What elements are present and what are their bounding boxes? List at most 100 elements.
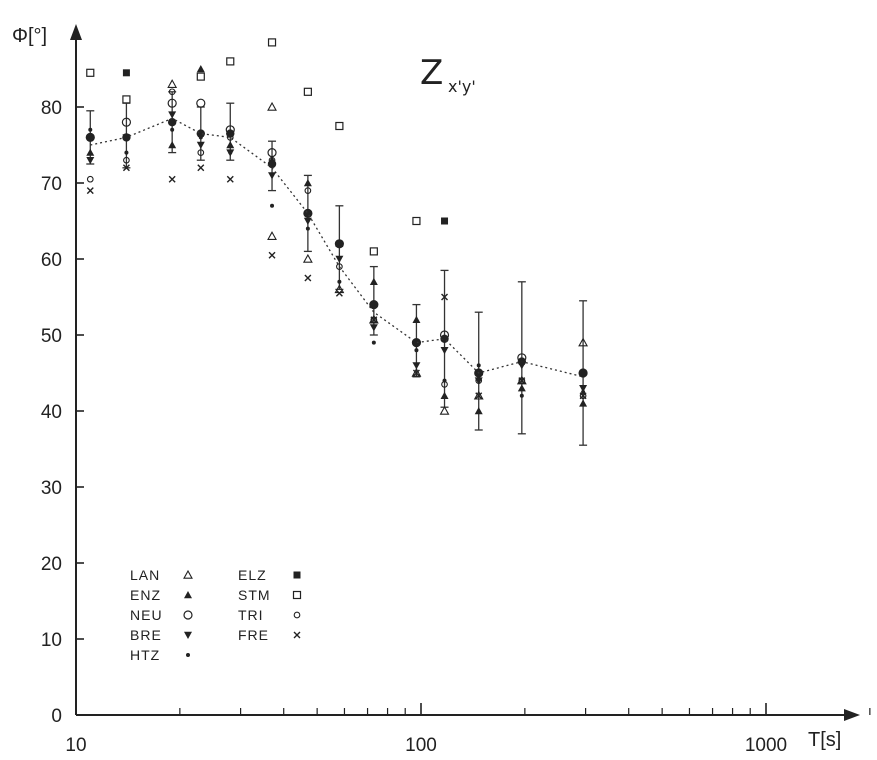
- data-point-bre: [517, 362, 526, 370]
- series-stm: [86, 38, 421, 256]
- data-point-bre: [440, 347, 449, 355]
- data-point-neu: [121, 117, 132, 127]
- legend-label: STM: [238, 587, 271, 603]
- data-point-tri: [370, 316, 378, 324]
- series-enz: [86, 65, 588, 415]
- data-point-neu: [439, 330, 450, 340]
- data-point-tri: [86, 175, 94, 183]
- legend-label: FRE: [238, 627, 269, 643]
- data-point-tri: [475, 377, 483, 384]
- data-point-htz: [519, 393, 524, 398]
- data-point-enz: [517, 384, 526, 392]
- error-bar-mean-marker: [196, 129, 205, 138]
- data-point-fre: [441, 293, 449, 301]
- data-point-neu: [167, 98, 177, 108]
- data-point-htz: [198, 135, 203, 140]
- data-point-enz: [196, 65, 205, 73]
- data-point-htz: [371, 340, 376, 345]
- y-axis-arrow: [70, 24, 82, 40]
- data-point-stm: [122, 95, 131, 104]
- data-point-tri: [168, 88, 176, 96]
- legend-label: LAN: [130, 567, 160, 583]
- data-point-tri: [336, 263, 343, 270]
- data-point-stm: [267, 38, 277, 47]
- legend-marker: [292, 590, 302, 600]
- data-point-fre: [268, 251, 276, 259]
- data-point-enz: [86, 148, 95, 156]
- legend-label: TRI: [238, 607, 264, 623]
- data-point-enz: [412, 315, 421, 323]
- data-point-neu: [474, 368, 484, 378]
- data-point-neu: [411, 338, 422, 348]
- series-htz: [88, 127, 586, 398]
- mean-curve: [90, 117, 584, 378]
- y-tick-label: 20: [41, 554, 62, 575]
- legend-label: ELZ: [238, 567, 267, 583]
- data-point-htz: [170, 127, 175, 132]
- data-point-enz: [474, 407, 483, 415]
- data-point-bre: [303, 217, 312, 225]
- series-elz: [122, 69, 449, 225]
- chart-title-subscript: x'y': [448, 77, 476, 96]
- data-point-htz: [414, 348, 419, 353]
- data-point-fre: [518, 377, 526, 385]
- data-point-tri: [579, 392, 587, 400]
- data-point-lan: [439, 405, 450, 415]
- legend-marker: [184, 631, 192, 639]
- y-tick-label: 10: [41, 630, 62, 651]
- chart-title: Z: [420, 53, 443, 93]
- legend-marker: [293, 611, 301, 619]
- data-point-tri: [413, 339, 420, 346]
- data-point-enz: [440, 391, 449, 399]
- data-point-bre: [86, 157, 95, 165]
- data-point-lan: [411, 367, 422, 377]
- data-point-neu: [225, 125, 235, 135]
- data-point-bre: [412, 362, 421, 370]
- data-point-htz: [337, 279, 342, 284]
- data-point-neu: [196, 98, 206, 108]
- data-point-tri: [197, 149, 205, 156]
- series-bre: [86, 111, 588, 393]
- y-axis-label: Φ[°]: [12, 25, 47, 47]
- x-tick-label: 10: [65, 735, 86, 756]
- data-point-htz: [476, 363, 481, 368]
- data-point-fre: [86, 187, 94, 195]
- data-point-enz: [579, 399, 588, 407]
- data-point-elz: [441, 217, 449, 225]
- data-point-tri: [304, 187, 312, 194]
- data-point-fre: [412, 369, 420, 377]
- data-point-fre: [197, 164, 205, 172]
- series-lan: [167, 79, 589, 415]
- data-point-enz: [226, 141, 235, 149]
- y-tick-label: 30: [41, 478, 62, 499]
- data-point-fre: [370, 316, 378, 324]
- data-point-elz: [122, 69, 130, 77]
- data-point-lan: [267, 101, 277, 111]
- legend-label: HTZ: [130, 647, 160, 663]
- error-bar-mean-marker: [86, 133, 95, 142]
- legend-marker: [293, 571, 301, 579]
- data-point-bre: [122, 134, 131, 142]
- x-axis-arrow: [844, 709, 860, 721]
- legend-marker: [184, 591, 192, 599]
- data-point-fre: [168, 175, 176, 183]
- data-point-stm: [226, 57, 235, 66]
- data-point-enz: [168, 141, 177, 149]
- data-point-htz: [305, 226, 310, 231]
- legend-marker: [186, 653, 190, 657]
- legend-label: NEU: [130, 607, 163, 623]
- legend-marker: [183, 569, 193, 579]
- data-point-stm: [86, 68, 95, 77]
- data-point-enz: [369, 277, 378, 285]
- y-tick-label: 40: [41, 402, 62, 423]
- error-bar-mean-marker: [167, 118, 177, 127]
- data-point-bre: [335, 255, 344, 263]
- data-point-neu: [85, 132, 95, 142]
- data-point-tri: [226, 134, 234, 141]
- y-tick-label: 50: [41, 326, 62, 347]
- y-tick-label: 60: [41, 250, 62, 271]
- data-point-fre: [226, 175, 234, 183]
- data-point-stm: [196, 72, 205, 81]
